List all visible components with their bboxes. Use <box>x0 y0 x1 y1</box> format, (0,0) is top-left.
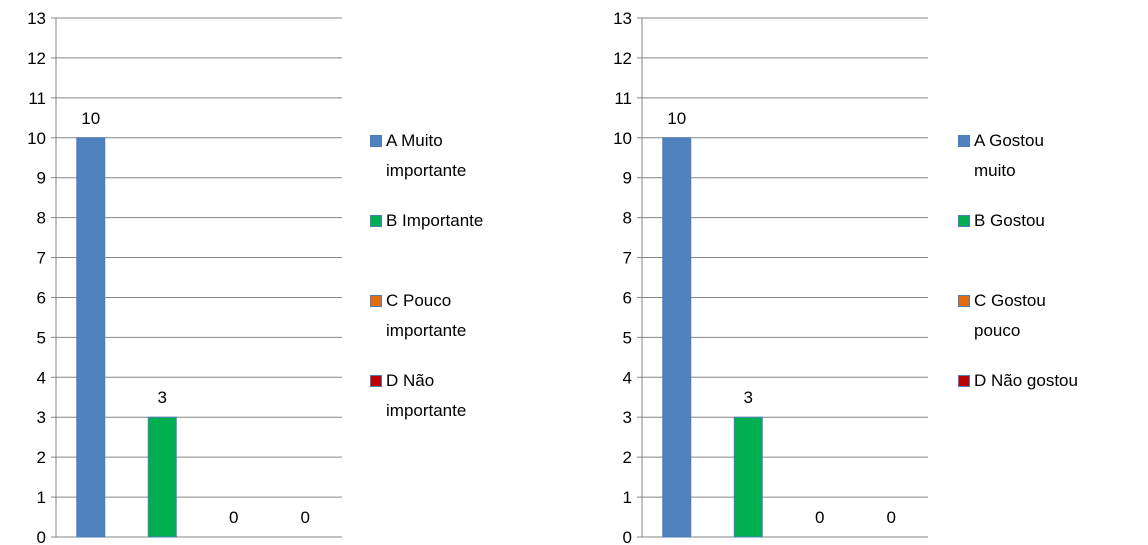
bar <box>147 416 177 538</box>
y-tick-label: 9 <box>623 169 632 188</box>
y-tick-label: 7 <box>37 249 46 268</box>
y-tick-label: 3 <box>37 408 46 427</box>
legend-label: C Gostou pouco <box>974 291 1046 340</box>
y-tick-label: 1 <box>37 488 46 507</box>
data-label: 10 <box>667 109 686 128</box>
bar <box>76 137 106 538</box>
legend-item: B Importante <box>370 206 483 236</box>
y-tick-label: 6 <box>623 288 632 307</box>
legend-swatch <box>370 375 382 387</box>
y-tick-label: 13 <box>613 9 632 28</box>
data-label: 0 <box>815 508 824 527</box>
legend-swatch <box>958 215 970 227</box>
y-tick-label: 4 <box>37 368 46 387</box>
y-tick-label: 6 <box>37 288 46 307</box>
y-tick-label: 5 <box>623 328 632 347</box>
data-label: 0 <box>301 508 310 527</box>
chart-enjoyment: 0 1 2 3 4 5 6 7 8 9 10 11 12 13 10 3 0 0 A Gostou muito B … <box>586 0 1148 545</box>
y-tick-label: 10 <box>613 129 632 148</box>
y-tick-label: 7 <box>623 249 632 268</box>
y-tick-label: 9 <box>37 169 46 188</box>
legend-swatch <box>370 215 382 227</box>
bar <box>662 137 692 538</box>
y-tick-label: 0 <box>623 528 632 545</box>
y-tick-label: 12 <box>613 49 632 68</box>
legend-item: B Gostou <box>958 206 1045 236</box>
y-tick-label: 11 <box>614 89 632 108</box>
y-tick-label: 8 <box>623 209 632 228</box>
legend-item: D Não gostou <box>958 366 1078 396</box>
legend-item: C Gostou pouco <box>958 286 1046 346</box>
legend-label: B Gostou <box>974 211 1045 230</box>
legend-item: C Pouco importante <box>370 286 466 346</box>
data-label: 0 <box>887 508 896 527</box>
legend-label: A Gostou muito <box>974 131 1044 180</box>
y-tick-label: 2 <box>37 448 46 467</box>
y-tick-label: 11 <box>28 89 46 108</box>
y-tick-label: 10 <box>27 129 46 148</box>
legend-swatch <box>958 375 970 387</box>
y-tick-label: 0 <box>37 528 46 545</box>
legend-label: C Pouco importante <box>386 291 467 340</box>
legend-swatch <box>958 295 970 307</box>
y-tick-label: 4 <box>623 368 632 387</box>
legend-swatch <box>370 135 382 147</box>
legend-label: A Muito importante <box>386 131 467 180</box>
legend-item: A Gostou muito <box>958 126 1044 186</box>
y-tick-label: 3 <box>623 408 632 427</box>
data-label: 0 <box>229 508 238 527</box>
data-label: 3 <box>158 388 167 407</box>
y-tick-label: 13 <box>27 9 46 28</box>
legend-label: D Não importante <box>386 371 467 420</box>
legend-swatch <box>370 295 382 307</box>
legend-item: D Não importante <box>370 366 466 426</box>
data-label: 3 <box>744 388 753 407</box>
legend-label: B Importante <box>386 211 484 230</box>
bar <box>733 416 763 538</box>
y-tick-label: 12 <box>27 49 46 68</box>
y-tick-label: 1 <box>623 488 632 507</box>
y-tick-label: 2 <box>623 448 632 467</box>
data-label: 10 <box>81 109 100 128</box>
chart-importance: 0 1 2 3 4 5 6 7 8 9 10 11 12 13 10 3 0 0 A Muito importan… <box>0 0 570 545</box>
y-tick-label: 5 <box>37 328 46 347</box>
y-tick-label: 8 <box>37 209 46 228</box>
legend-swatch <box>958 135 970 147</box>
legend-label: D Não gostou <box>974 371 1078 390</box>
legend-item: A Muito importante <box>370 126 466 186</box>
